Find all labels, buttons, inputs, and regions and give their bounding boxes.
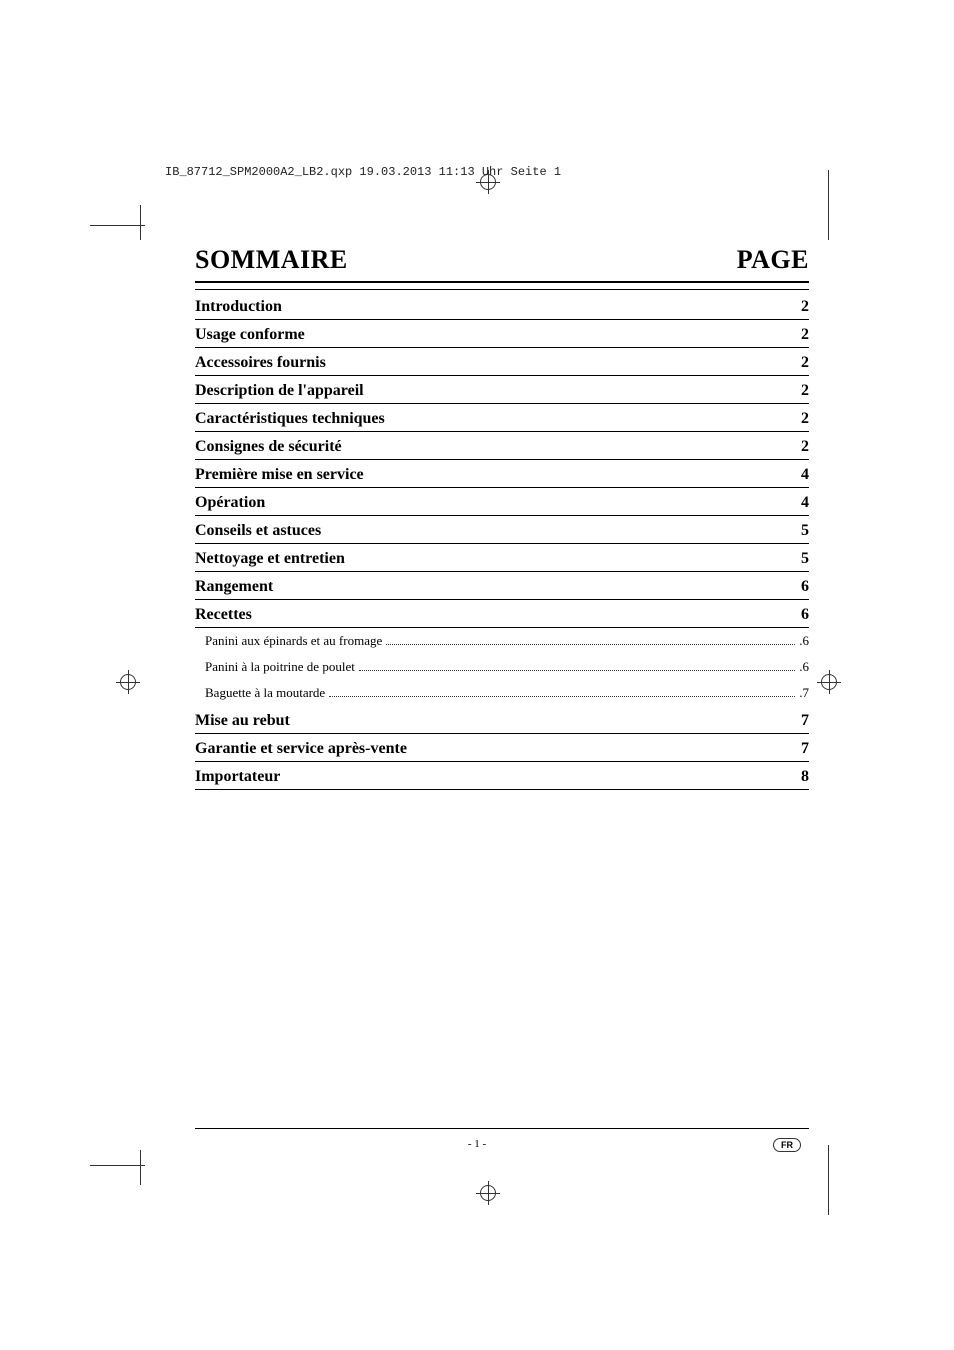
toc-row: Usage conforme 2: [195, 320, 809, 348]
toc-page-number: 2: [801, 298, 809, 316]
toc-title-left: SOMMAIRE: [195, 245, 348, 275]
toc-row: Mise au rebut 7: [195, 706, 809, 734]
toc-row: Opération 4: [195, 488, 809, 516]
toc-row: Nettoyage et entretien 5: [195, 544, 809, 572]
crop-mark-bottom-right: [828, 1145, 829, 1215]
toc-page-number: 8: [801, 768, 809, 786]
toc-row: Caractéristiques techniques 2: [195, 404, 809, 432]
toc-row: Importateur 8: [195, 762, 809, 790]
toc-page-number: 2: [801, 326, 809, 344]
toc-label: Usage conforme: [195, 326, 305, 344]
toc-row: Rangement 6: [195, 572, 809, 600]
registration-mark-right: [817, 670, 841, 694]
toc-header: SOMMAIRE PAGE: [195, 245, 809, 283]
toc-label: Caractéristiques techniques: [195, 410, 385, 428]
toc-label: Conseils et astuces: [195, 522, 321, 540]
toc-page-number: 2: [801, 354, 809, 372]
toc-header-divider: [195, 289, 809, 290]
toc-page-number: 7: [801, 740, 809, 758]
toc-page-number: 2: [801, 382, 809, 400]
toc-title-right: PAGE: [737, 245, 809, 275]
toc-label: Nettoyage et entretien: [195, 550, 345, 568]
footer-divider: [195, 1128, 809, 1129]
toc-row: Consignes de sécurité 2: [195, 432, 809, 460]
toc-sublabel: Baguette à la moutarde: [205, 685, 325, 701]
toc-label: Mise au rebut: [195, 712, 290, 730]
crop-mark-bottom-left: [90, 1150, 150, 1185]
registration-mark-top: [476, 170, 500, 194]
toc-page-number: 6: [801, 578, 809, 596]
toc-page-number: 2: [801, 410, 809, 428]
toc-row: Accessoires fournis 2: [195, 348, 809, 376]
toc-label: Accessoires fournis: [195, 354, 326, 372]
toc-row: Description de l'appareil 2: [195, 376, 809, 404]
toc-dots-leader: [359, 670, 795, 671]
toc-label: Consignes de sécurité: [195, 438, 342, 456]
registration-mark-bottom: [476, 1181, 500, 1205]
toc-label: Garantie et service après-vente: [195, 740, 407, 758]
toc-row: Recettes 6: [195, 600, 809, 628]
toc-subrow: Panini aux épinards et au fromage .6: [195, 628, 809, 654]
content-area: SOMMAIRE PAGE Introduction2Usage conform…: [195, 245, 809, 790]
toc-subpage-number: .7: [799, 685, 809, 701]
toc-row: Garantie et service après-vente 7: [195, 734, 809, 762]
page-number: - 1 -: [468, 1138, 486, 1150]
toc-subrow: Baguette à la moutarde .7: [195, 680, 809, 706]
toc-page-number: 2: [801, 438, 809, 456]
toc-page-number: 7: [801, 712, 809, 730]
toc-label: Opération: [195, 494, 265, 512]
toc-subpage-number: .6: [799, 659, 809, 675]
toc-label: Rangement: [195, 578, 273, 596]
toc-page-number: 4: [801, 466, 809, 484]
toc-label: Première mise en service: [195, 466, 364, 484]
crop-mark-top-left: [90, 205, 150, 240]
toc-label: Description de l'appareil: [195, 382, 364, 400]
toc-page-number: 6: [801, 606, 809, 624]
registration-mark-left: [116, 670, 140, 694]
toc-label: Recettes: [195, 606, 252, 624]
toc-sublabel: Panini aux épinards et au fromage: [205, 633, 382, 649]
toc-row: Introduction 2: [195, 292, 809, 320]
toc-body: Introduction2Usage conforme2Accessoires …: [195, 292, 809, 790]
toc-page-number: 5: [801, 522, 809, 540]
toc-page-number: 5: [801, 550, 809, 568]
toc-subrow: Panini à la poitrine de poulet .6: [195, 654, 809, 680]
toc-subpage-number: .6: [799, 633, 809, 649]
toc-dots-leader: [329, 696, 795, 697]
toc-row: Première mise en service 4: [195, 460, 809, 488]
page-container: IB_87712_SPM2000A2_LB2.qxp 19.03.2013 11…: [0, 0, 954, 1350]
crop-mark-top-right: [828, 170, 829, 240]
toc-label: Importateur: [195, 768, 280, 786]
toc-sublabel: Panini à la poitrine de poulet: [205, 659, 355, 675]
file-info-header: IB_87712_SPM2000A2_LB2.qxp 19.03.2013 11…: [165, 165, 561, 179]
language-badge: FR: [773, 1138, 801, 1152]
toc-row: Conseils et astuces 5: [195, 516, 809, 544]
toc-dots-leader: [386, 644, 795, 645]
toc-page-number: 4: [801, 494, 809, 512]
toc-label: Introduction: [195, 298, 282, 316]
